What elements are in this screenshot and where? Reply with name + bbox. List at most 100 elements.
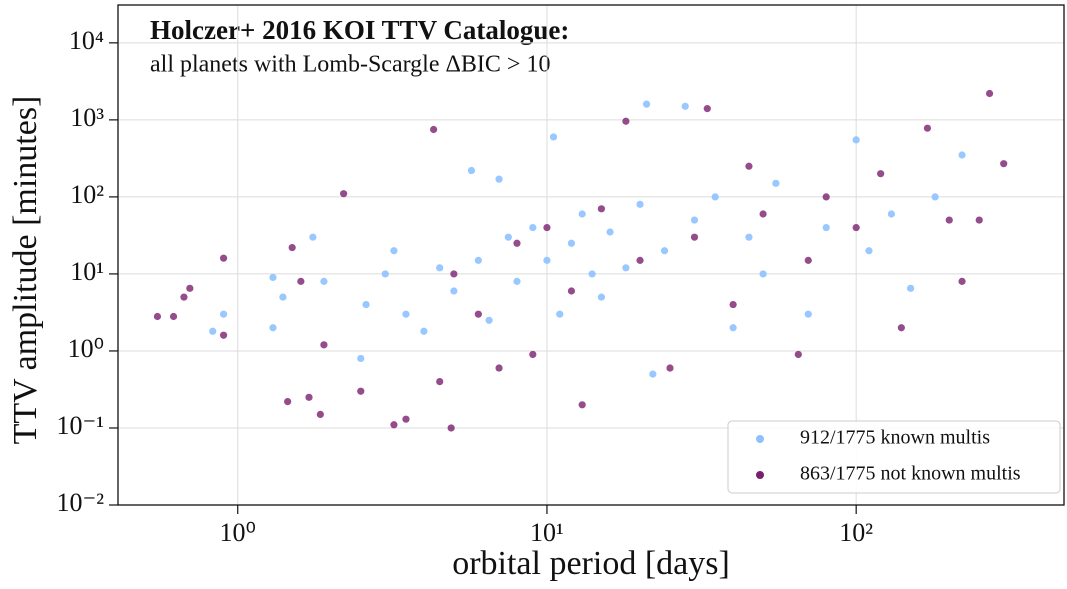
point [822,223,830,232]
point [804,256,812,264]
point [759,270,767,278]
point [606,228,614,236]
point [907,284,915,292]
point [186,284,194,292]
point [729,324,737,332]
point [390,421,398,429]
point [402,310,410,318]
y-tick-label: 10⁻¹ [56,411,104,440]
point [390,247,398,255]
x-tick-label: 10⁰ [220,518,256,547]
point [649,370,657,378]
point [320,277,328,285]
point [804,310,812,318]
point [852,136,860,144]
point [529,350,537,359]
point [666,364,674,372]
series-points [209,100,966,378]
point [681,102,689,110]
point [269,324,277,332]
point [1000,160,1008,168]
point [485,316,493,324]
point [305,393,313,401]
point [597,293,606,301]
point [597,205,606,213]
point [958,151,966,159]
y-axis-label: TTV amplitude [minutes] [7,96,44,445]
point [578,210,586,218]
point [759,210,767,218]
chart-title: Holczer+ 2016 KOI TTV Catalogue: [150,15,569,45]
point [543,256,551,264]
y-tick-label: 10⁻² [56,488,104,517]
y-tick-label: 10³ [70,103,104,132]
point [567,287,576,295]
point [495,364,503,372]
point [309,233,317,241]
point [153,312,162,321]
legend-label: 863/1775 not known multis [800,463,1021,485]
point [288,243,296,252]
point [474,256,482,264]
point [975,216,983,224]
chart-subtitle: all planets with Lomb-Scargle ΔBIC > 10 [150,52,550,78]
point [320,341,328,349]
point [284,397,292,406]
point [549,133,558,141]
legend-label: 912/1775 known multis [800,427,990,449]
point [467,166,476,175]
y-tick-label: 10⁰ [68,334,104,363]
point [897,324,905,332]
point [316,410,324,419]
legend-marker [756,435,764,443]
point [852,223,860,232]
point [711,193,719,201]
legend-marker [756,471,764,479]
point [877,170,885,178]
legend-box [727,420,1061,494]
point [420,327,428,335]
point [436,378,444,386]
point [822,193,830,201]
point [279,293,287,301]
point [622,117,630,125]
y-tick-label: 10⁴ [69,26,104,55]
plot-frame [117,4,1065,506]
point [504,233,512,241]
point [430,125,438,134]
point [636,256,644,264]
point [690,216,699,224]
point [450,287,458,295]
point [588,270,596,278]
point [362,300,370,309]
point [690,233,699,241]
point [513,277,521,285]
point [887,210,896,218]
point [660,247,669,255]
point [269,273,277,282]
point [729,300,737,309]
point [556,310,564,318]
point [495,175,503,183]
point [745,162,753,170]
point [402,415,410,423]
point [578,401,586,409]
point [772,179,780,187]
point [923,124,932,132]
point [745,233,753,241]
point [865,247,873,255]
point [931,193,939,201]
point [357,354,365,363]
point [381,270,389,278]
point [985,89,994,98]
y-tick-label: 10¹ [70,257,104,286]
point [357,387,365,395]
point [219,310,228,318]
point [474,310,482,318]
point [209,327,217,335]
point [180,293,188,301]
point [219,254,228,262]
point [958,277,966,285]
point [794,350,802,359]
